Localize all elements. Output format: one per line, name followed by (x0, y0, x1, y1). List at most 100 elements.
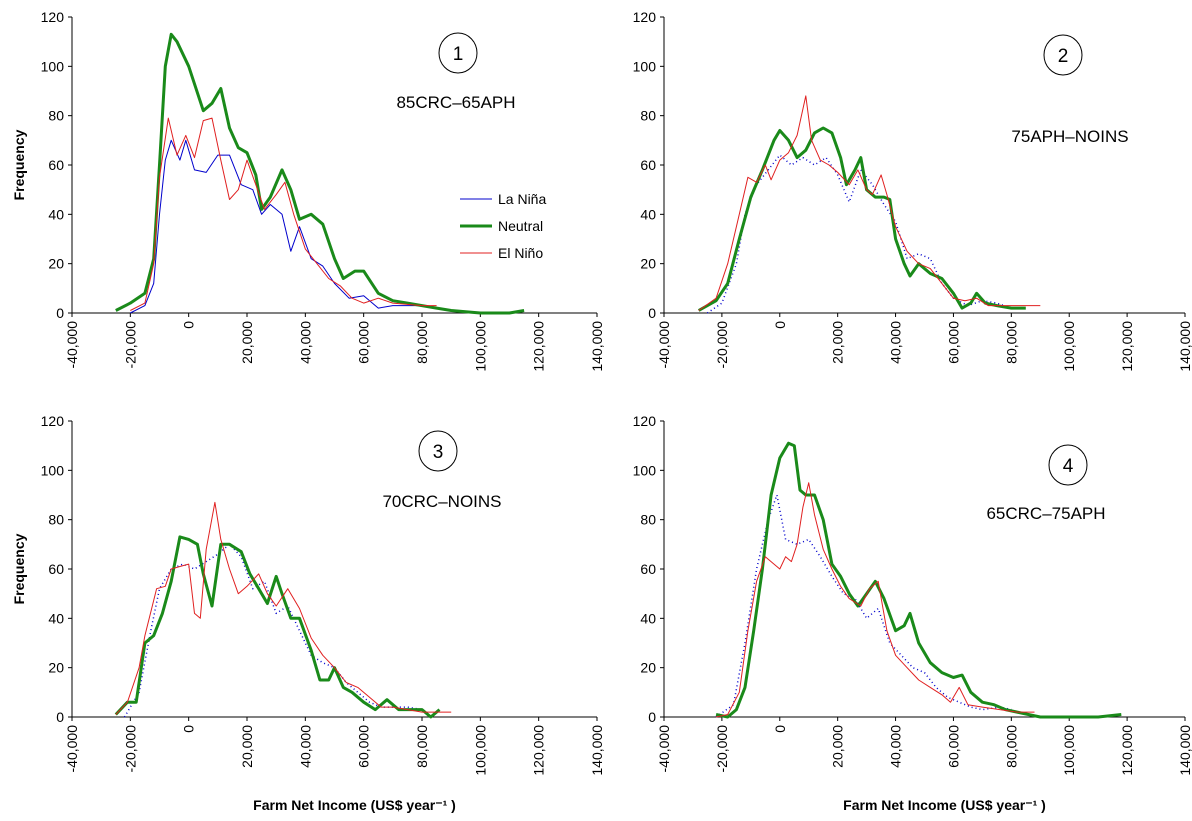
x-tick-label: 60,000 (356, 321, 372, 364)
y-tick-label: 40 (48, 206, 64, 222)
y-tick-label: 80 (48, 108, 64, 124)
x-tick-label: -40,000 (64, 725, 80, 773)
y-tick-label: 60 (48, 157, 64, 173)
y-tick-label: 60 (640, 561, 656, 577)
x-tick-label: 80,000 (414, 725, 430, 768)
annotation-label: 65CRC–75APH (986, 504, 1105, 523)
y-tick-label: 20 (48, 256, 64, 272)
x-tick-label: 100,000 (1061, 725, 1077, 776)
annotation-circle (418, 430, 458, 472)
series-line (715, 494, 1012, 718)
y-tick-label: 40 (640, 610, 656, 626)
x-tick-label: 20,000 (239, 321, 255, 364)
y-tick-label: 60 (640, 157, 656, 173)
y-tick-label: 20 (640, 660, 656, 676)
annotation-circle (438, 32, 478, 74)
x-tick-label: 140,000 (589, 321, 605, 372)
series-line (715, 482, 1035, 718)
y-tick-label: 0 (56, 305, 64, 321)
x-axis-label: Farm Net Income (US$ year⁻¹ ) (843, 797, 1046, 813)
x-tick-label: 20,000 (830, 725, 846, 768)
x-tick-label: -40,000 (64, 321, 80, 369)
x-tick-label: 80,000 (1003, 725, 1019, 768)
y-tick-label: 20 (48, 660, 64, 676)
y-tick-label: 40 (640, 206, 656, 222)
legend-label: La Niña (498, 191, 546, 207)
series-line (698, 95, 1041, 311)
series-line (130, 139, 422, 314)
y-tick-label: 80 (48, 512, 64, 528)
y-tick-label: 40 (48, 610, 64, 626)
series-line (115, 32, 525, 315)
y-axis-label: Frequency (11, 533, 27, 604)
x-tick-label: 100,000 (472, 321, 488, 372)
annotation-number: 3 (433, 442, 444, 463)
x-tick-label: 100,000 (472, 725, 488, 776)
y-tick-label: 120 (633, 413, 657, 429)
y-tick-label: 20 (640, 256, 656, 272)
x-tick-label: -20,000 (122, 321, 138, 369)
y-tick-label: 0 (56, 709, 64, 725)
x-tick-label: 60,000 (356, 725, 372, 768)
annotation-label: 85CRC–65APH (396, 93, 515, 112)
x-tick-label: 100,000 (1061, 321, 1077, 372)
series-line (130, 117, 437, 311)
x-tick-label: 140,000 (1177, 725, 1192, 776)
y-axis-label: Frequency (11, 129, 27, 200)
series-line (697, 126, 1026, 312)
annotation-number: 2 (1058, 46, 1069, 67)
series-line (706, 154, 1012, 314)
series-line (123, 543, 423, 718)
x-tick-label: 40,000 (888, 725, 904, 768)
series-line (114, 535, 441, 719)
x-tick-label: 40,000 (297, 725, 313, 768)
x-tick-label: 40,000 (297, 321, 313, 364)
x-tick-label: 120,000 (531, 725, 547, 776)
x-tick-label: 60,000 (945, 725, 961, 768)
x-tick-label: 120,000 (1119, 321, 1135, 372)
legend-label: Neutral (498, 218, 543, 234)
x-tick-label: 0 (772, 321, 788, 329)
series-line (115, 501, 452, 715)
y-tick-label: 100 (633, 462, 657, 478)
y-tick-label: 0 (648, 305, 656, 321)
x-tick-label: 120,000 (531, 321, 547, 372)
x-tick-label: 0 (181, 321, 197, 329)
y-tick-label: 80 (640, 108, 656, 124)
y-tick-label: 0 (648, 709, 656, 725)
y-tick-label: 120 (41, 413, 65, 429)
y-tick-label: 100 (41, 462, 65, 478)
x-tick-label: -20,000 (714, 725, 730, 773)
y-tick-label: 120 (633, 9, 657, 25)
y-tick-label: 100 (633, 58, 657, 74)
x-tick-label: 0 (772, 725, 788, 733)
annotation-number: 4 (1063, 456, 1074, 477)
x-tick-label: 20,000 (830, 321, 846, 364)
x-tick-label: 40,000 (888, 321, 904, 364)
x-tick-label: 60,000 (945, 321, 961, 364)
x-tick-label: 140,000 (1177, 321, 1192, 372)
annotation-circle (1048, 444, 1088, 486)
x-tick-label: 80,000 (1003, 321, 1019, 364)
x-tick-label: 20,000 (239, 725, 255, 768)
x-tick-label: -20,000 (714, 321, 730, 369)
x-tick-label: 120,000 (1119, 725, 1135, 776)
x-tick-label: 0 (181, 725, 197, 733)
annotation-label: 70CRC–NOINS (382, 492, 501, 511)
y-tick-label: 120 (41, 9, 65, 25)
x-tick-label: 80,000 (414, 321, 430, 364)
annotation-number: 1 (453, 44, 464, 65)
x-axis-label: Farm Net Income (US$ year⁻¹ ) (253, 797, 456, 813)
y-tick-label: 60 (48, 561, 64, 577)
series-line (715, 441, 1122, 719)
annotation-label: 75APH–NOINS (1011, 127, 1128, 146)
x-tick-label: -40,000 (656, 725, 672, 773)
y-tick-label: 80 (640, 512, 656, 528)
x-tick-label: -40,000 (656, 321, 672, 369)
y-tick-label: 100 (41, 58, 65, 74)
x-tick-label: 140,000 (589, 725, 605, 776)
annotation-circle (1043, 34, 1083, 76)
x-tick-label: -20,000 (122, 725, 138, 773)
legend-label: El Niño (498, 245, 543, 261)
